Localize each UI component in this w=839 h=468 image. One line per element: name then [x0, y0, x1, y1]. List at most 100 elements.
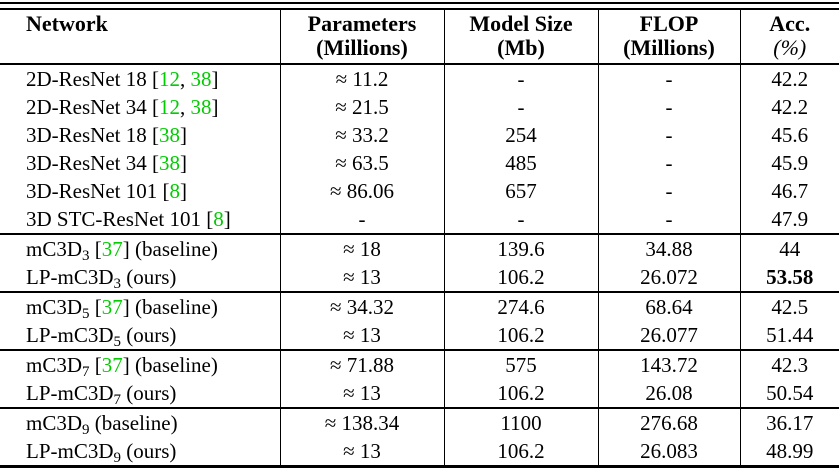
accuracy-cell: 42.3: [740, 350, 839, 379]
parameters-cell: -: [280, 205, 444, 234]
column-header-network: Network: [0, 10, 280, 64]
network-cell: LP-mC3D9 (ours): [0, 437, 280, 467]
citation-link: 37: [102, 353, 123, 377]
network-cell: LP-mC3D3 (ours): [0, 263, 280, 292]
network-subscript: 3: [82, 248, 90, 263]
network-cell: 3D-ResNet 34 [38]: [0, 149, 280, 177]
network-cell: 3D-ResNet 18 [38]: [0, 121, 280, 149]
parameters-cell: ≈ 34.32: [280, 292, 444, 321]
model-size-cell: 485: [444, 149, 598, 177]
column-header-flop-unit: (Millions): [599, 36, 740, 60]
column-header-model-size-label: Model Size: [445, 12, 598, 36]
flop-cell: 26.083: [598, 437, 740, 467]
accuracy-cell: 42.2: [740, 93, 839, 121]
model-size-cell: 274.6: [444, 292, 598, 321]
flop-cell: 143.72: [598, 350, 740, 379]
parameters-cell: ≈ 86.06: [280, 177, 444, 205]
results-table: Network Parameters (Millions) Model Size…: [0, 10, 839, 468]
parameters-cell: ≈ 33.2: [280, 121, 444, 149]
header-row: Network Parameters (Millions) Model Size…: [0, 10, 839, 64]
network-cell: mC3D3 [37] (baseline): [0, 234, 280, 263]
network-cell: 3D STC-ResNet 101 [8]: [0, 205, 280, 234]
accuracy-cell: 45.6: [740, 121, 839, 149]
citation-link: 8: [213, 207, 224, 231]
network-cell: 3D-ResNet 101 [8]: [0, 177, 280, 205]
citation-link: 12: [159, 67, 180, 91]
parameters-cell: ≈ 13: [280, 379, 444, 408]
column-header-parameters: Parameters (Millions): [280, 10, 444, 64]
accuracy-cell: 42.2: [740, 64, 839, 93]
network-cell: mC3D5 [37] (baseline): [0, 292, 280, 321]
citation-link: 37: [102, 237, 123, 261]
column-header-model-size-unit: (Mb): [445, 36, 598, 60]
accuracy-cell: 48.99: [740, 437, 839, 467]
model-size-cell: 575: [444, 350, 598, 379]
network-cell: LP-mC3D7 (ours): [0, 379, 280, 408]
flop-cell: -: [598, 121, 740, 149]
network-subscript: 9: [82, 422, 90, 437]
accuracy-cell: 50.54: [740, 379, 839, 408]
flop-cell: 26.08: [598, 379, 740, 408]
column-header-model-size: Model Size (Mb): [444, 10, 598, 64]
network-cell: mC3D7 [37] (baseline): [0, 350, 280, 379]
table-row: 2D-ResNet 34 [12, 38]≈ 21.5--42.2: [0, 93, 839, 121]
model-size-cell: 106.2: [444, 437, 598, 467]
column-header-flop-label: FLOP: [599, 12, 740, 36]
citation-link: 8: [169, 179, 180, 203]
flop-cell: 68.64: [598, 292, 740, 321]
accuracy-cell: 51.44: [740, 321, 839, 350]
parameters-cell: ≈ 138.34: [280, 408, 444, 437]
network-subscript: 7: [82, 364, 90, 379]
accuracy-cell: 53.58: [740, 263, 839, 292]
network-cell: 2D-ResNet 18 [12, 38]: [0, 64, 280, 93]
flop-cell: -: [598, 177, 740, 205]
accuracy-cell: 44: [740, 234, 839, 263]
network-subscript: 7: [114, 392, 122, 408]
network-cell: 2D-ResNet 34 [12, 38]: [0, 93, 280, 121]
citation-link: 38: [190, 95, 211, 119]
column-header-parameters-label: Parameters: [281, 12, 444, 36]
model-size-cell: 106.2: [444, 379, 598, 408]
table-top-rule: [0, 2, 839, 10]
parameters-cell: ≈ 13: [280, 437, 444, 467]
model-size-cell: 106.2: [444, 321, 598, 350]
flop-cell: 276.68: [598, 408, 740, 437]
network-cell: mC3D9 (baseline): [0, 408, 280, 437]
flop-cell: -: [598, 64, 740, 93]
accuracy-cell: 45.9: [740, 149, 839, 177]
model-size-cell: 1100: [444, 408, 598, 437]
flop-cell: -: [598, 149, 740, 177]
citation-link: 12: [159, 95, 180, 119]
column-header-accuracy-unit: (%): [741, 36, 839, 60]
accuracy-cell: 46.7: [740, 177, 839, 205]
parameters-cell: ≈ 63.5: [280, 149, 444, 177]
parameters-cell: ≈ 13: [280, 263, 444, 292]
citation-link: 38: [159, 151, 180, 175]
parameters-cell: ≈ 13: [280, 321, 444, 350]
parameters-cell: ≈ 18: [280, 234, 444, 263]
parameters-cell: ≈ 21.5: [280, 93, 444, 121]
table-row: 2D-ResNet 18 [12, 38]≈ 11.2--42.2: [0, 64, 839, 93]
citation-link: 38: [159, 123, 180, 147]
model-size-cell: 139.6: [444, 234, 598, 263]
table-row: 3D STC-ResNet 101 [8]---47.9: [0, 205, 839, 234]
column-header-accuracy: Acc. (%): [740, 10, 839, 64]
accuracy-cell: 47.9: [740, 205, 839, 234]
citation-link: 38: [190, 67, 211, 91]
network-subscript: 5: [82, 306, 90, 321]
citation-link: 37: [102, 295, 123, 319]
column-header-network-label: Network: [0, 12, 280, 36]
model-size-cell: -: [444, 64, 598, 93]
model-size-cell: 254: [444, 121, 598, 149]
flop-cell: -: [598, 93, 740, 121]
parameters-cell: ≈ 11.2: [280, 64, 444, 93]
